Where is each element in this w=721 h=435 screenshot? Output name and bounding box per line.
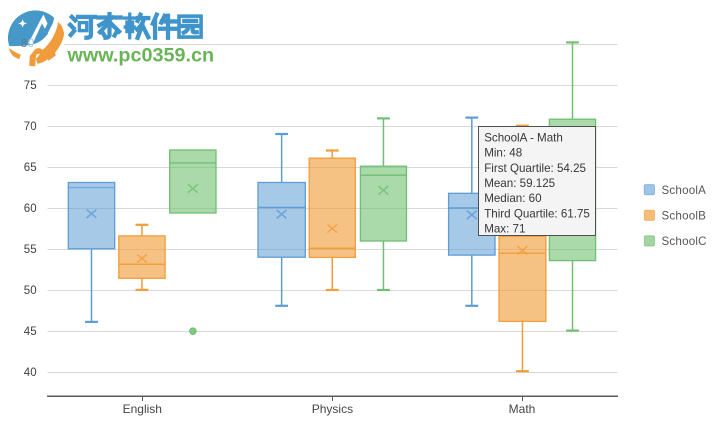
svg-text:Physics: Physics [312, 402, 353, 416]
svg-text:www.pc0359.cn: www.pc0359.cn [67, 45, 215, 67]
svg-text:Median: 60: Median: 60 [484, 192, 541, 205]
svg-text:English: English [123, 402, 162, 416]
svg-text:SchoolA - Math: SchoolA - Math [484, 132, 563, 145]
svg-text:50: 50 [24, 285, 37, 297]
svg-text:65: 65 [24, 162, 37, 174]
svg-text:80: 80 [21, 38, 35, 50]
svg-text:Min: 48: Min: 48 [484, 147, 522, 160]
svg-text:60: 60 [24, 203, 37, 215]
svg-text:Third Quartile: 61.75: Third Quartile: 61.75 [484, 207, 590, 220]
svg-text:SchoolA: SchoolA [662, 184, 707, 197]
svg-text:55: 55 [24, 244, 37, 256]
svg-text:First Quartile: 54.25: First Quartile: 54.25 [484, 162, 586, 175]
svg-text:75: 75 [24, 80, 37, 92]
svg-text:Mean: 59.125: Mean: 59.125 [484, 177, 555, 190]
svg-text:45: 45 [24, 326, 37, 338]
svg-text:Math: Math [509, 402, 536, 416]
svg-text:SchoolB: SchoolB [662, 210, 707, 223]
svg-text:70: 70 [24, 121, 37, 133]
svg-text:SchoolC: SchoolC [662, 235, 707, 248]
svg-text:Max: 71: Max: 71 [484, 222, 525, 235]
svg-text:40: 40 [24, 367, 37, 379]
